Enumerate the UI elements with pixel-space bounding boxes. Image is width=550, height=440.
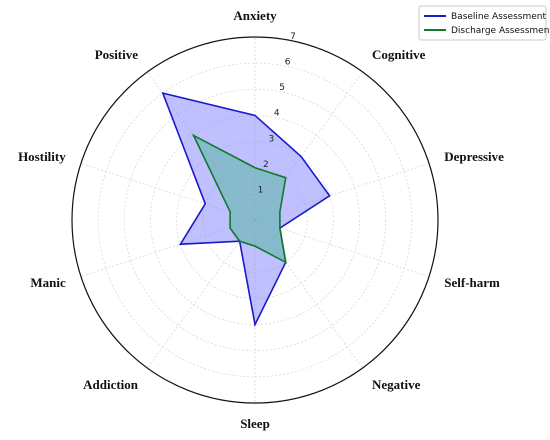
axis-label-manic: Manic [30,275,66,290]
tick-label-1: 1 [258,185,264,195]
tick-label-3: 3 [268,134,274,144]
axis-label-negative: Negative [372,377,421,392]
tick-label-7: 7 [290,32,296,42]
axis-label-self-harm: Self-harm [444,275,500,290]
spoke-addiction [147,219,256,369]
spoke-depressive [254,163,430,221]
series-discharge-polygon [191,133,287,264]
outer-frame-circle [71,36,439,404]
axis-label-depressive: Depressive [444,149,504,164]
series-layer [161,91,331,328]
axis-label-sleep: Sleep [240,416,270,431]
tick-label-2: 2 [263,160,269,170]
axis-label-layer: Anxiety Cognitive Depressive Self-harm Negat… [18,8,504,431]
tick-label-5: 5 [279,83,285,93]
tick-label-6: 6 [285,58,291,68]
spoke-self-harm [254,219,430,277]
spoke-manic [80,219,256,277]
axis-label-addiction: Addiction [83,377,139,392]
axis-label-hostility: Hostility [18,149,66,164]
legend: Baseline Assessment Discharge Assessment [418,5,550,41]
axis-label-cognitive: Cognitive [372,47,426,62]
legend-label-discharge: Discharge Assessment [451,26,550,36]
spoke-hostility [80,163,256,221]
tick-layer: 1 2 3 4 5 6 7 [258,32,296,195]
spoke-cognitive [254,71,363,221]
grid-ring-5 [123,88,387,352]
axis-label-positive: Positive [95,47,139,62]
tick-label-4: 4 [274,109,280,119]
legend-label-baseline: Baseline Assessment [451,12,546,22]
spoke-negative [254,219,363,369]
grid-ring-6 [97,62,413,378]
axis-label-anxiety: Anxiety [233,8,277,23]
legend-box [418,5,547,41]
